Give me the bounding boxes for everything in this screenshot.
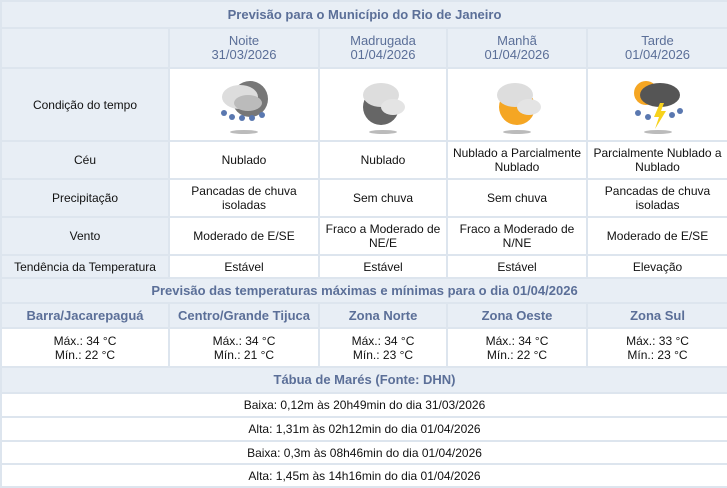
period-header: Manhã 01/04/2026 [446, 27, 588, 69]
max-temp: Máx.: 33 °C [626, 333, 689, 348]
row-label: Tendência da Temperatura [0, 254, 170, 279]
precip-cell: Sem chuva [446, 178, 588, 218]
tide-row: Alta: 1,45m às 14h16min do dia 01/04/202… [0, 463, 727, 488]
trend-cell: Estável [446, 254, 588, 279]
max-temp: Máx.: 34 °C [212, 333, 276, 348]
period-date: 31/03/2026 [211, 47, 277, 62]
period-header: Madrugada 01/04/2026 [318, 27, 448, 69]
row-label: Céu [0, 140, 170, 180]
max-temp: Máx.: 34 °C [53, 333, 117, 348]
min-temp: Mín.: 23 °C [627, 347, 688, 362]
sky-cell: Parcialmente Nublado a Nublado [585, 140, 727, 180]
sky-cell: Nublado [318, 140, 448, 180]
row-label: Precipitação [0, 178, 170, 218]
zone-temps: Máx.: 34 °C Mín.: 21 °C [168, 327, 320, 368]
min-temp: Mín.: 21 °C [213, 347, 275, 362]
zone-name: Zona Sul [585, 302, 727, 329]
temps-title: Previsão das temperaturas máximas e míni… [0, 277, 727, 304]
zone-name: Barra/Jacarepaguá [0, 302, 170, 329]
zone-name: Zona Oeste [446, 302, 588, 329]
sun-cloudy-icon [497, 82, 541, 134]
zone-temps: Máx.: 34 °C Mín.: 23 °C [318, 327, 448, 368]
zone-temps: Máx.: 34 °C Mín.: 22 °C [0, 327, 170, 368]
sun-storm-rain-icon [633, 80, 683, 134]
max-temp: Máx.: 34 °C [351, 333, 415, 348]
wind-cell: Moderado de E/SE [168, 216, 320, 256]
period-date: 01/04/2026 [484, 47, 550, 62]
wind-cell: Moderado de E/SE [585, 216, 727, 256]
max-temp: Máx.: 34 °C [485, 333, 549, 348]
trend-cell: Estável [318, 254, 448, 279]
zone-name: Centro/Grande Tijuca [168, 302, 320, 329]
period-name: Noite [228, 33, 260, 48]
condition-cell [446, 67, 588, 142]
sky-cell: Nublado a Parcialmente Nublado [446, 140, 588, 180]
tide-row: Baixa: 0,12m às 20h49min do dia 31/03/20… [0, 392, 727, 418]
condition-cell [585, 67, 727, 142]
zone-name: Zona Norte [318, 302, 448, 329]
period-header: Noite 31/03/2026 [168, 27, 320, 69]
trend-cell: Elevação [585, 254, 727, 279]
wind-cell: Fraco a Moderado de N/NE [446, 216, 588, 256]
row-label: Vento [0, 216, 170, 256]
min-temp: Mín.: 23 °C [352, 347, 414, 362]
night-cloud-rain-icon [221, 80, 268, 134]
corner-cell [0, 27, 170, 69]
sky-cell: Nublado [168, 140, 320, 180]
precip-cell: Sem chuva [318, 178, 448, 218]
period-name: Tarde [641, 33, 674, 48]
row-label: Condição do tempo [0, 67, 170, 142]
tide-row: Baixa: 0,3m às 08h46min do dia 01/04/202… [0, 440, 727, 465]
period-header: Tarde 01/04/2026 [585, 27, 727, 69]
condition-cell [168, 67, 320, 142]
period-date: 01/04/2026 [350, 47, 416, 62]
condition-cell [318, 67, 448, 142]
precip-cell: Pancadas de chuva isoladas [585, 178, 727, 218]
period-date: 01/04/2026 [624, 47, 691, 62]
zone-temps: Máx.: 33 °C Mín.: 23 °C [585, 327, 727, 368]
wind-cell: Fraco a Moderado de NE/E [318, 216, 448, 256]
zone-temps: Máx.: 34 °C Mín.: 22 °C [446, 327, 588, 368]
page-title: Previsão para o Município do Rio de Jane… [0, 0, 727, 29]
min-temp: Mín.: 22 °C [486, 347, 548, 362]
precip-cell: Pancadas de chuva isoladas [168, 178, 320, 218]
trend-cell: Estável [168, 254, 320, 279]
period-name: Manhã [497, 33, 537, 48]
min-temp: Mín.: 22 °C [54, 347, 116, 362]
period-name: Madrugada [350, 33, 416, 48]
tides-title: Tábua de Marés (Fonte: DHN) [0, 366, 727, 394]
night-cloudy-icon [363, 82, 405, 134]
tide-row: Alta: 1,31m às 02h12min do dia 01/04/202… [0, 416, 727, 442]
